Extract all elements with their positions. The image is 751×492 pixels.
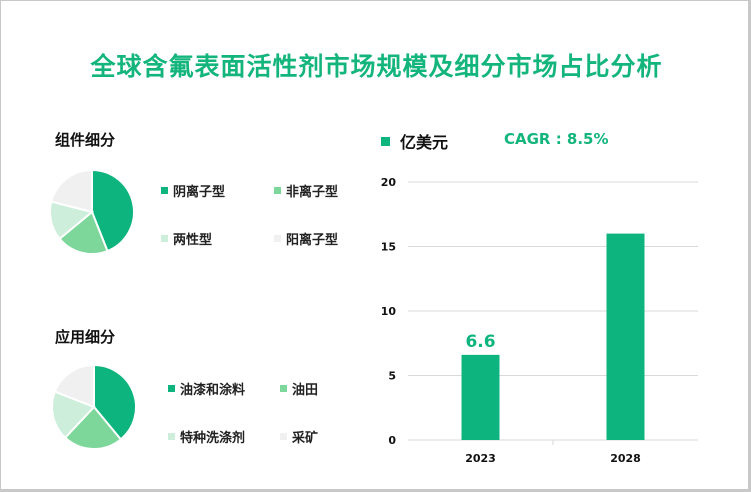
page-title: 全球含氟表面活性剂市场规模及细分市场占比分析 xyxy=(90,52,663,81)
legend-label: 阳离子型 xyxy=(286,233,339,248)
pie2-title: 应用细分 xyxy=(55,328,116,346)
legend-label: 油漆和涂料 xyxy=(180,383,246,398)
legend-swatch xyxy=(274,187,281,194)
bar-legend-label: 亿美元 xyxy=(400,133,449,152)
bar-2023 xyxy=(461,354,500,440)
legend-label: 两性型 xyxy=(173,233,213,248)
legend-item: 阴离子型 xyxy=(161,181,225,200)
legend-swatch xyxy=(280,385,287,392)
legend-item: 特种洗涤剂 xyxy=(168,427,245,446)
pie-slice-2 xyxy=(58,210,109,255)
y-tick-label: 5 xyxy=(388,370,396,383)
legend-item: 两性型 xyxy=(161,229,212,248)
legend-swatch xyxy=(168,433,175,440)
legend-label: 采矿 xyxy=(292,431,319,446)
bar-legend: 亿美元 xyxy=(381,129,448,153)
x-tick-label: 2028 xyxy=(610,452,641,465)
y-tick-label: 10 xyxy=(381,305,397,318)
pie-slice-4 xyxy=(50,168,93,214)
y-tick-label: 15 xyxy=(381,241,396,254)
y-tick-label: 20 xyxy=(381,176,397,189)
legend-item: 非离子型 xyxy=(274,181,338,200)
data-label: 6.6 xyxy=(465,332,495,352)
legend-label: 阴离子型 xyxy=(173,185,226,200)
pie-slice-4 xyxy=(53,363,95,409)
legend-item: 采矿 xyxy=(280,427,318,446)
legend-swatch xyxy=(381,136,390,146)
legend-swatch xyxy=(280,433,287,440)
pie1-title: 组件细分 xyxy=(55,131,116,149)
legend-item: 油漆和涂料 xyxy=(168,379,245,398)
legend-swatch xyxy=(168,385,175,392)
x-tick-label: 2023 xyxy=(465,452,496,465)
legend-label: 非离子型 xyxy=(286,185,339,200)
pie-slice-1 xyxy=(93,363,137,441)
legend-swatch xyxy=(274,235,281,242)
legend-label: 特种洗涤剂 xyxy=(180,431,246,446)
bar-2028 xyxy=(606,233,645,440)
legend-label: 油田 xyxy=(292,383,319,398)
legend-item: 阳离子型 xyxy=(274,229,338,248)
pie-slice-2 xyxy=(63,405,123,450)
legend-swatch xyxy=(161,235,168,242)
pie-slice-1 xyxy=(91,168,135,253)
legend-swatch xyxy=(161,187,168,194)
cagr-annotation: CAGR : 8.5% xyxy=(504,130,609,148)
y-tick-label: 0 xyxy=(388,434,396,447)
legend-item: 油田 xyxy=(280,379,318,398)
